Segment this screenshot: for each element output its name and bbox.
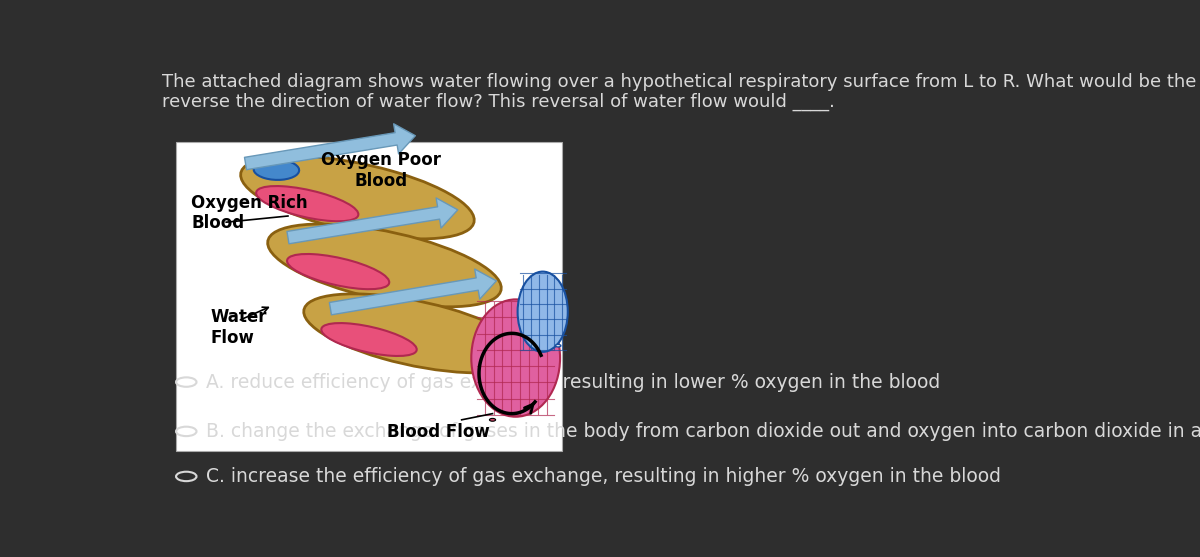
Circle shape bbox=[490, 418, 496, 421]
Ellipse shape bbox=[256, 186, 359, 221]
Text: B. change the exchange of gases in the body from carbon dioxide out and oxygen i: B. change the exchange of gases in the b… bbox=[206, 422, 1200, 441]
Text: Oxygen Poor
Blood: Oxygen Poor Blood bbox=[320, 151, 440, 190]
Ellipse shape bbox=[268, 224, 502, 307]
Text: The attached diagram shows water flowing over a hypothetical respiratory surface: The attached diagram shows water flowing… bbox=[162, 74, 1200, 91]
Text: A. reduce efficiency of gas exchange, resulting in lower % oxygen in the blood: A. reduce efficiency of gas exchange, re… bbox=[206, 373, 940, 392]
Bar bbox=[176, 142, 562, 451]
Ellipse shape bbox=[253, 159, 299, 180]
Text: Blood Flow: Blood Flow bbox=[388, 423, 490, 441]
Ellipse shape bbox=[322, 323, 416, 356]
Text: Oxygen Rich
Blood: Oxygen Rich Blood bbox=[192, 193, 308, 232]
Ellipse shape bbox=[287, 254, 389, 289]
Ellipse shape bbox=[304, 294, 527, 373]
Text: reverse the direction of water flow? This reversal of water flow would ____.: reverse the direction of water flow? Thi… bbox=[162, 92, 835, 111]
Circle shape bbox=[556, 344, 560, 347]
Ellipse shape bbox=[241, 156, 474, 239]
Text: C. increase the efficiency of gas exchange, resulting in higher % oxygen in the : C. increase the efficiency of gas exchan… bbox=[206, 467, 1001, 486]
Ellipse shape bbox=[517, 272, 568, 352]
Text: Water
Flow: Water Flow bbox=[211, 308, 268, 346]
Ellipse shape bbox=[472, 299, 560, 417]
